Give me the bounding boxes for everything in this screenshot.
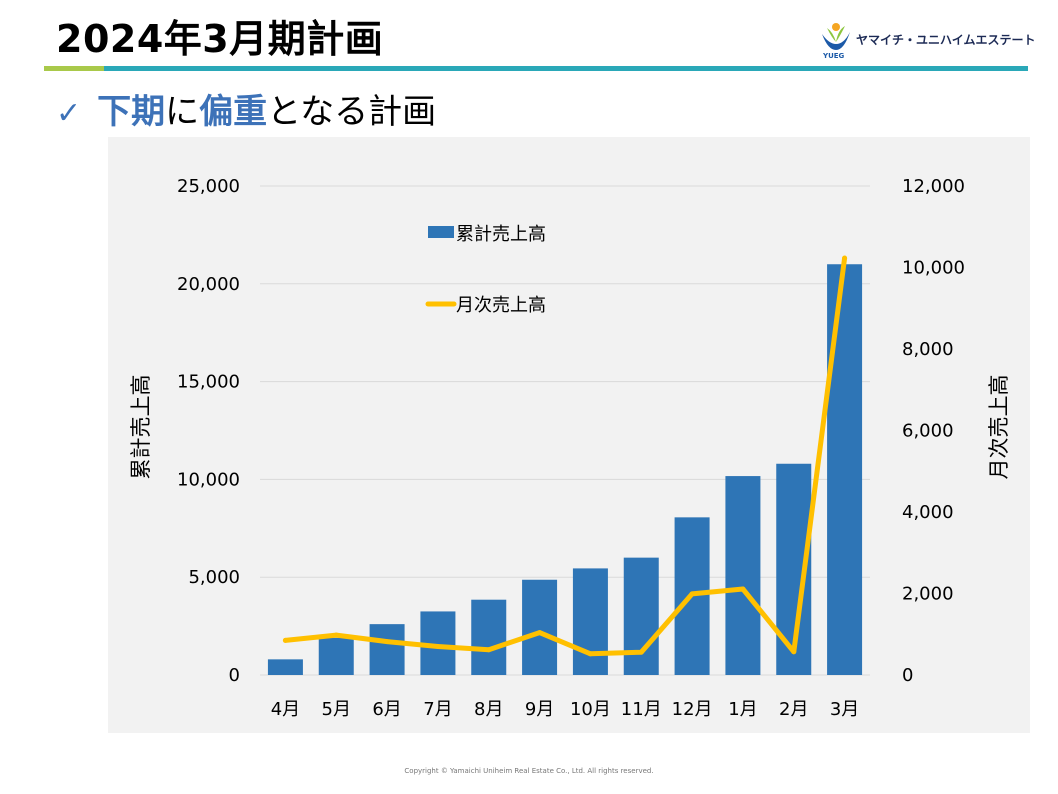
x-axis-tick-label: 3月	[830, 699, 859, 720]
x-axis-tick-label: 12月	[672, 699, 713, 720]
copyright-text: Copyright © Yamaichi Uniheim Real Estate…	[404, 767, 654, 775]
left-axis-tick-label: 5,000	[188, 567, 240, 588]
left-axis-tick-label: 10,000	[177, 469, 240, 490]
left-axis-tick-label: 15,000	[177, 372, 240, 393]
bar-cumulative-sales	[369, 624, 405, 675]
subtitle-text-1: に	[165, 92, 200, 132]
company-logo: ヤマイチ・ユニハイムエステート YUEG	[818, 20, 1038, 64]
line-point-monthly-sales	[689, 591, 695, 597]
line-point-monthly-sales	[791, 649, 797, 655]
x-axis-tick-label: 5月	[322, 699, 351, 720]
line-monthly-sales	[282, 255, 848, 657]
legend-label-monthly-sales: 月次売上高	[456, 295, 546, 316]
bar-cumulative-sales	[318, 637, 354, 675]
bar-cumulative-sales	[267, 659, 303, 675]
legend-label-cumulative-sales: 累計売上高	[456, 224, 546, 245]
line-point-monthly-sales	[587, 651, 593, 657]
bar-cumulative-sales	[471, 599, 507, 675]
company-name: ヤマイチ・ユニハイムエステート	[856, 33, 1036, 47]
right-axis-tick-label: 4,000	[902, 502, 954, 523]
bar-cumulative-sales	[522, 579, 558, 675]
left-axis-tick-label: 0	[229, 665, 240, 686]
x-axis-tick-label: 6月	[372, 699, 401, 720]
line-point-monthly-sales	[282, 637, 288, 643]
x-axis-tick-label: 10月	[570, 699, 611, 720]
x-axis-tick-label: 8月	[474, 699, 503, 720]
left-axis-tick-label: 25,000	[177, 176, 240, 197]
line-point-monthly-sales	[333, 632, 339, 638]
x-axis-tick-label: 9月	[525, 699, 554, 720]
right-axis-tick-label: 6,000	[902, 421, 954, 442]
line-point-monthly-sales	[842, 255, 848, 261]
line-point-monthly-sales	[638, 649, 644, 655]
right-axis-tick-label: 10,000	[902, 258, 965, 279]
checkmark-icon: ✓	[56, 96, 82, 131]
right-axis-title: 月次売上高	[987, 375, 1011, 480]
x-axis-tick-label: 7月	[423, 699, 452, 720]
header-rule-green	[44, 66, 104, 71]
bar-cumulative-sales	[827, 264, 863, 675]
subtitle-emphasis-2: 偏重	[199, 92, 268, 132]
line-point-monthly-sales	[740, 586, 746, 592]
line-point-monthly-sales	[486, 647, 492, 653]
subtitle-emphasis-1: 下期	[97, 92, 166, 132]
x-axis-tick-label: 4月	[271, 699, 300, 720]
right-axis-tick-label: 0	[902, 665, 913, 686]
sales-chart: 0 5,000 10,000 15,000 20,000 25,000 0 2,000 4,00…	[108, 137, 1030, 733]
sales-chart-svg: 0 5,000 10,000 15,000 20,000 25,000 0 2,000 4,00…	[108, 137, 1030, 733]
bar-cumulative-sales	[572, 568, 608, 675]
bar-cumulative-sales	[623, 557, 659, 675]
header-rule-teal	[104, 66, 1028, 71]
chart-background	[108, 137, 1030, 733]
left-axis-tick-label: 20,000	[177, 274, 240, 295]
company-abbreviation: YUEG	[823, 52, 845, 60]
line-point-monthly-sales	[384, 639, 390, 645]
x-axis-tick-label: 2月	[779, 699, 808, 720]
legend-swatch-cumulative-sales	[428, 226, 454, 238]
logo-mark-icon	[822, 23, 850, 50]
right-axis-tick-label: 2,000	[902, 584, 954, 605]
bar-cumulative-sales	[725, 476, 761, 675]
line-point-monthly-sales	[435, 643, 441, 649]
right-axis-tick-label: 8,000	[902, 339, 954, 360]
x-axis-tick-label: 11月	[621, 699, 662, 720]
subtitle-text-2: となる計画	[267, 92, 437, 132]
x-axis-tick-label: 1月	[728, 699, 757, 720]
right-axis-tick-label: 12,000	[902, 176, 965, 197]
line-point-monthly-sales	[537, 630, 543, 636]
slide-subtitle: ✓ 下期に偏重となる計画	[56, 84, 436, 133]
left-axis-title: 累計売上高	[129, 375, 153, 480]
slide-title: 2024年3月期計画	[56, 17, 384, 61]
